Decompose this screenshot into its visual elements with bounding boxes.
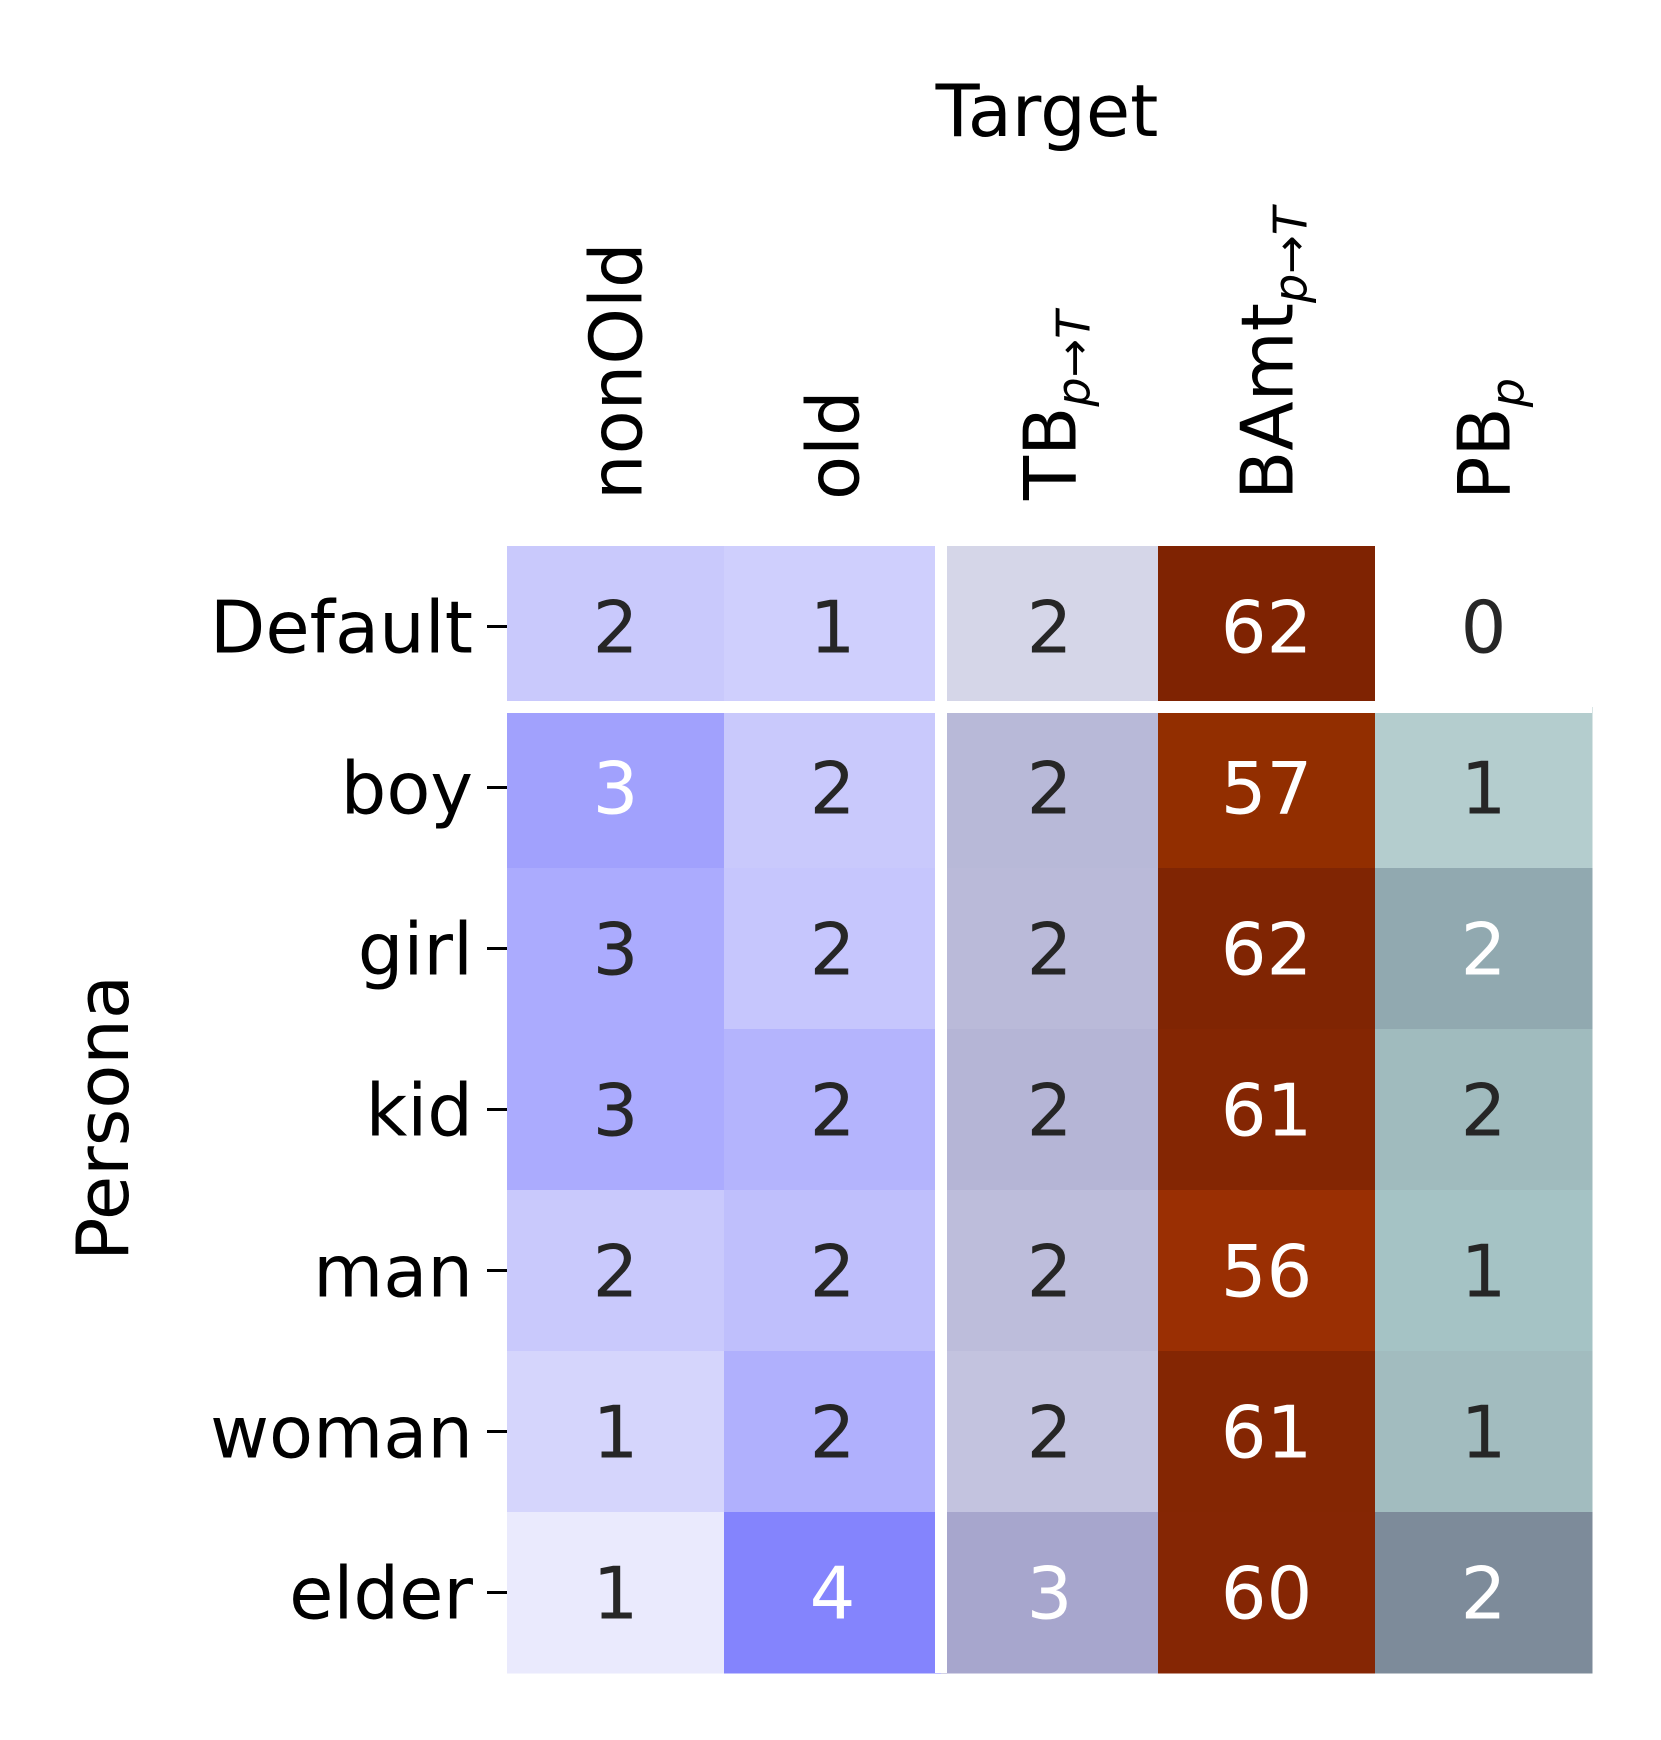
cell-value-label: 1 bbox=[1461, 1230, 1507, 1314]
cell-value-label: 1 bbox=[1461, 1391, 1507, 1475]
y-tick-label: woman bbox=[210, 1391, 473, 1475]
heatmap-cell bbox=[724, 1029, 942, 1191]
heatmap-cell bbox=[507, 1512, 725, 1674]
heatmap-cell bbox=[507, 868, 725, 1030]
x-tick-label: BAmtp→T bbox=[1226, 203, 1318, 500]
cell-value-label: 2 bbox=[1461, 908, 1507, 992]
cell-value-label: 62 bbox=[1221, 908, 1313, 992]
cell-value-label: 2 bbox=[1027, 908, 1073, 992]
x-tick-label: PBp bbox=[1443, 378, 1535, 500]
heatmap-cell bbox=[1158, 707, 1376, 869]
heatmap-cell bbox=[1375, 868, 1593, 1030]
heatmap-cell bbox=[1375, 1351, 1593, 1513]
heatmap-cell bbox=[941, 868, 1159, 1030]
heatmap-cell bbox=[1158, 1029, 1376, 1191]
heatmap-cell bbox=[941, 1190, 1159, 1352]
heatmap-cell bbox=[941, 1512, 1159, 1674]
y-tick-labels: Default boy girl kid man woman elder bbox=[210, 586, 507, 1636]
y-tick-label: boy bbox=[341, 747, 473, 831]
cell-value-label: 1 bbox=[593, 1391, 639, 1475]
cell-value-label: 2 bbox=[810, 908, 856, 992]
cell-value-label: 2 bbox=[1027, 1069, 1073, 1153]
heatmap-cell bbox=[941, 1351, 1159, 1513]
heatmap-cell bbox=[1375, 546, 1593, 708]
cell-value-label: 2 bbox=[810, 1391, 856, 1475]
cell-value-label: 2 bbox=[1461, 1552, 1507, 1636]
cell-value-label: 2 bbox=[1027, 747, 1073, 831]
cell-value-label: 3 bbox=[593, 1069, 639, 1153]
heatmap-cell bbox=[724, 707, 942, 869]
heatmap-cell bbox=[724, 1190, 942, 1352]
heatmap-cell bbox=[1158, 1190, 1376, 1352]
cell-value-label: 2 bbox=[593, 586, 639, 670]
y-axis-title: Persona bbox=[61, 975, 145, 1261]
heatmap-cell bbox=[941, 1029, 1159, 1191]
x-tick-labels: nonOld old TBp→T BAmtp→T PBp bbox=[575, 203, 1535, 501]
cell-value-label: 2 bbox=[1027, 1230, 1073, 1314]
cell-value-label: 2 bbox=[810, 1230, 856, 1314]
y-tick-label: elder bbox=[289, 1552, 473, 1636]
y-tick-label: Default bbox=[210, 586, 473, 670]
cell-value-label: 60 bbox=[1221, 1552, 1313, 1636]
cell-value-label: 62 bbox=[1221, 586, 1313, 670]
heatmap-cell bbox=[1375, 1029, 1593, 1191]
heatmap-cell bbox=[1158, 868, 1376, 1030]
heatmap-cell bbox=[507, 546, 725, 708]
cell-value-label: 3 bbox=[1027, 1552, 1073, 1636]
heatmap-cell bbox=[724, 868, 942, 1030]
x-tick-label: nonOld bbox=[575, 242, 659, 500]
heatmap-cell bbox=[1158, 1512, 1376, 1674]
heatmap-cell bbox=[1158, 1351, 1376, 1513]
cell-value-label: 3 bbox=[593, 908, 639, 992]
cell-value-label: 2 bbox=[810, 1069, 856, 1153]
cell-value-label: 4 bbox=[810, 1552, 856, 1636]
cell-value-label: 56 bbox=[1221, 1230, 1313, 1314]
heatmap-cell bbox=[724, 1512, 942, 1674]
heatmap-cell bbox=[507, 707, 725, 869]
cell-value-label: 0 bbox=[1461, 586, 1507, 670]
heatmap-cell bbox=[1158, 546, 1376, 708]
x-tick-label: TBp→T bbox=[1009, 307, 1101, 501]
cell-value-label: 2 bbox=[1027, 586, 1073, 670]
heatmap-cell bbox=[507, 1351, 725, 1513]
cell-value-label: 57 bbox=[1221, 747, 1313, 831]
y-tick-label: kid bbox=[366, 1069, 473, 1153]
cell-value-label: 2 bbox=[1461, 1069, 1507, 1153]
cell-value-label: 1 bbox=[810, 586, 856, 670]
heatmap-cell bbox=[507, 1190, 725, 1352]
heatmap-cell bbox=[724, 546, 942, 708]
heatmap-cells: 2 1 2 62 0 3 2 2 57 1 3 2 2 62 2 3 2 2 61 2 2 2 2 56 1 1 2 2 61 1 1 4 3 6… bbox=[507, 546, 1593, 1674]
x-axis-title: Target bbox=[935, 69, 1159, 153]
cell-value-label: 61 bbox=[1221, 1391, 1313, 1475]
separator-lines bbox=[507, 546, 1592, 1673]
x-tick-label: old bbox=[792, 390, 876, 500]
heatmap-cell bbox=[724, 1351, 942, 1513]
heatmap-cell bbox=[941, 546, 1159, 708]
cell-value-label: 61 bbox=[1221, 1069, 1313, 1153]
cell-value-label: 2 bbox=[1027, 1391, 1073, 1475]
heatmap-cell bbox=[507, 1029, 725, 1191]
cell-value-label: 3 bbox=[593, 747, 639, 831]
cell-value-label: 1 bbox=[593, 1552, 639, 1636]
cell-value-label: 1 bbox=[1461, 747, 1507, 831]
heatmap-cell bbox=[941, 707, 1159, 869]
cell-value-label: 2 bbox=[810, 747, 856, 831]
heatmap-cell bbox=[1375, 1190, 1593, 1352]
y-tick-label: man bbox=[313, 1230, 473, 1314]
y-tick-label: girl bbox=[358, 908, 473, 992]
cell-value-label: 2 bbox=[593, 1230, 639, 1314]
heatmap-cell bbox=[1375, 707, 1593, 869]
heatmap-cell bbox=[1375, 1512, 1593, 1674]
